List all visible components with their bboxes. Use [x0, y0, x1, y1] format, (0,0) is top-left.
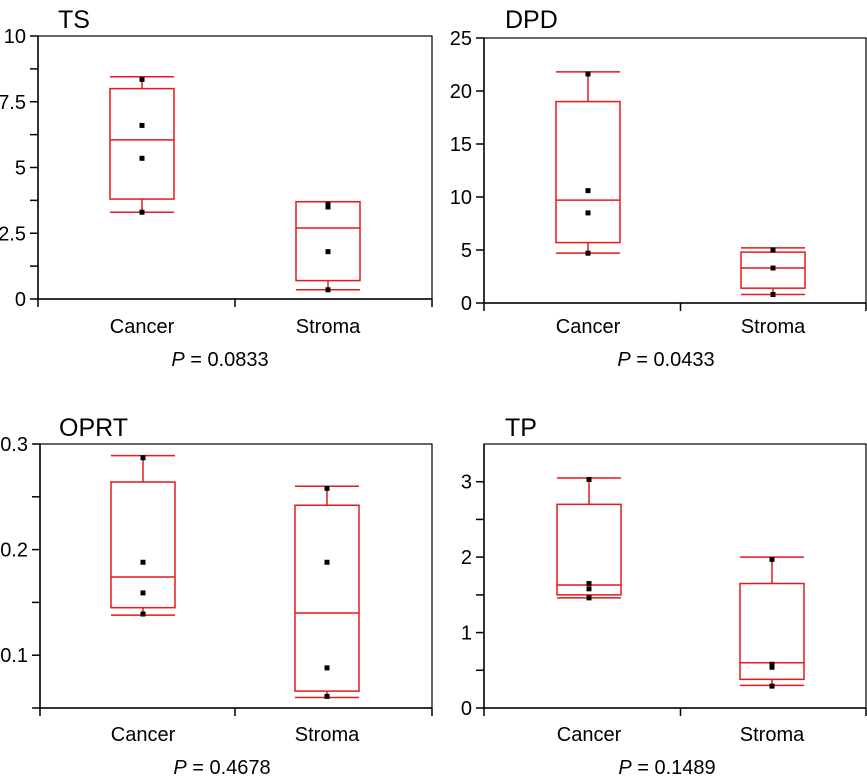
p-value-number: = 0.0833	[185, 349, 269, 371]
y-tick-label: 0	[15, 289, 26, 311]
y-tick-label: 2.5	[0, 223, 26, 245]
p-value-symbol: P	[173, 757, 187, 779]
box-cancer	[556, 477, 622, 599]
y-tick-label: 15	[450, 134, 472, 156]
box-iqr	[110, 481, 176, 609]
category-label: Stroma	[295, 724, 360, 746]
data-point	[324, 485, 330, 491]
p-value-symbol: P	[618, 757, 632, 779]
y-tick-label: 20	[450, 81, 472, 103]
p-value-symbol: P	[171, 349, 185, 371]
data-point	[139, 76, 145, 82]
box-iqr	[295, 200, 361, 282]
data-point	[324, 665, 330, 671]
box-iqr	[294, 504, 360, 692]
box-stroma	[740, 247, 806, 296]
data-point	[140, 590, 146, 596]
box-cancer	[109, 76, 175, 213]
data-point	[586, 581, 592, 587]
category-label: Stroma	[740, 724, 805, 746]
y-tick-label: 5	[461, 240, 472, 262]
p-value-symbol: P	[617, 349, 631, 371]
data-point	[325, 201, 331, 207]
panel-oprt: 0.1 0.2 0.3 Cancer Stroma OPRT P = 0.4678	[0, 414, 433, 779]
data-point	[325, 204, 331, 210]
panel-title: DPD	[505, 6, 558, 34]
p-value-label: P = 0.0833	[171, 349, 268, 371]
y-tick-label: 10	[4, 26, 26, 48]
data-point	[770, 292, 776, 298]
data-point	[586, 586, 592, 592]
plot-frame	[37, 35, 433, 300]
category-label: Cancer	[110, 316, 175, 338]
data-point	[769, 556, 775, 562]
data-point	[139, 122, 145, 128]
p-value-number: = 0.1489	[632, 757, 716, 779]
data-point	[770, 247, 776, 253]
y-tick-label: 0.2	[0, 540, 28, 562]
data-point	[140, 559, 146, 565]
data-point	[140, 611, 146, 617]
data-point	[140, 455, 146, 461]
y-tick-label: 0.1	[0, 645, 28, 667]
data-point	[769, 661, 775, 667]
category-label: Cancer	[557, 724, 622, 746]
data-point	[585, 250, 591, 256]
data-point	[325, 249, 331, 255]
category-label: Cancer	[111, 724, 176, 746]
data-point	[325, 287, 331, 293]
data-point	[324, 559, 330, 565]
y-tick-label: 3	[461, 472, 472, 494]
panel-title: OPRT	[59, 414, 128, 442]
data-point	[769, 683, 775, 689]
p-value-number: = 0.4678	[187, 757, 271, 779]
y-tick-label: 1	[461, 623, 472, 645]
panel-dpd: 0 5 10 15 20 25 Cancer Stroma DPD P = 0.0433	[450, 6, 867, 371]
panel-tp: 0 1 2 3 Cancer Stroma TP P = 0.1489	[461, 414, 867, 779]
y-tick-label: 25	[450, 28, 472, 50]
y-tick-label: 0	[461, 698, 472, 720]
y-tick-label: 0	[461, 293, 472, 315]
p-value-number: = 0.0433	[631, 349, 715, 371]
box-stroma	[295, 200, 361, 291]
plot-frame	[483, 443, 867, 709]
y-tick-label: 7.5	[0, 92, 26, 114]
box-iqr	[109, 87, 175, 200]
p-value-label: P = 0.0433	[617, 349, 714, 371]
data-point	[585, 210, 591, 216]
p-value-label: P = 0.4678	[173, 757, 270, 779]
data-point	[139, 155, 145, 161]
data-point	[770, 265, 776, 271]
plot-frame	[39, 443, 433, 709]
y-tick-label: 2	[461, 547, 472, 569]
category-label: Stroma	[296, 316, 361, 338]
data-point	[769, 664, 775, 670]
y-tick-label: 0.3	[0, 434, 28, 456]
y-tick-label: 5	[15, 158, 26, 180]
panel-title: TP	[505, 414, 537, 442]
data-point	[585, 71, 591, 77]
category-label: Cancer	[556, 316, 621, 338]
panel-ts: 0 2.5 5 7.5 10 Cancer Stroma TS P = 0.0833	[0, 6, 433, 371]
box-iqr	[555, 100, 621, 244]
p-value-label: P = 0.1489	[618, 757, 715, 779]
data-point	[139, 209, 145, 215]
box-cancer	[555, 71, 621, 254]
y-tick-label: 10	[450, 187, 472, 209]
category-label: Stroma	[741, 316, 806, 338]
data-point	[585, 188, 591, 194]
panel-title: TS	[58, 6, 90, 34]
plot-frame	[483, 37, 867, 304]
data-point	[324, 693, 330, 699]
data-point	[586, 595, 592, 601]
data-point	[586, 476, 592, 482]
